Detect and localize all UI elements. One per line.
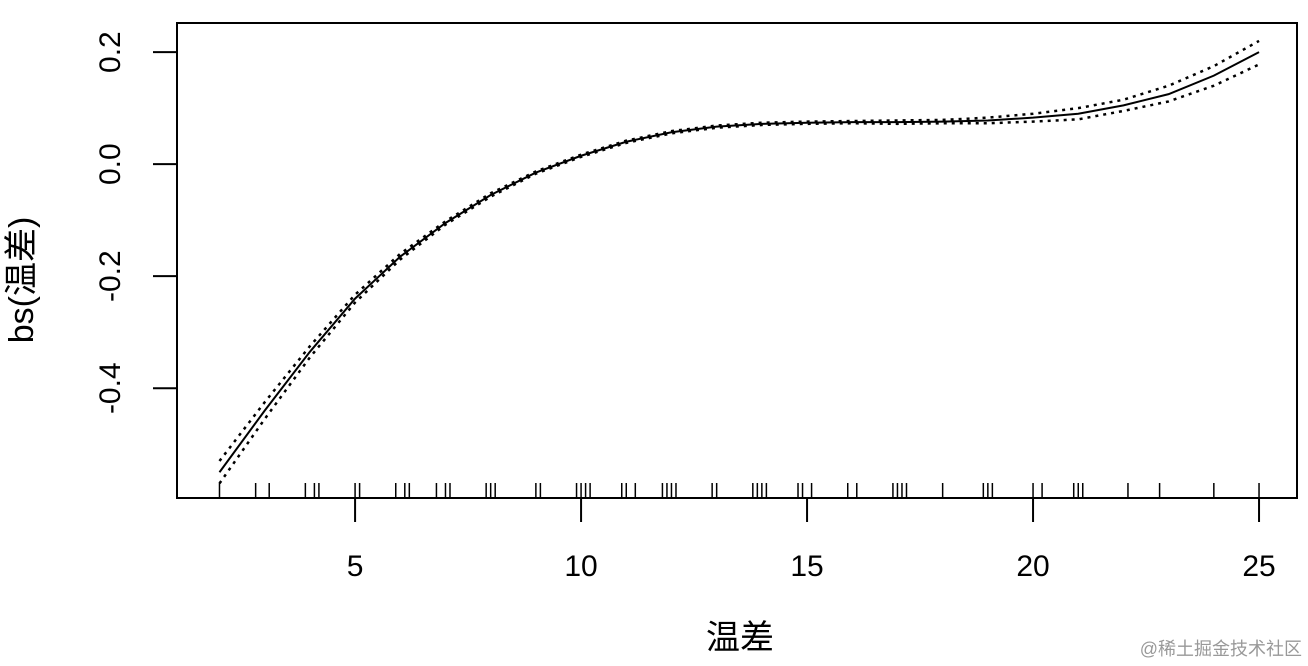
fit-line	[218, 51, 1260, 473]
watermark: @稀土掘金技术社区	[1140, 639, 1302, 659]
x-tick-label: 25	[1242, 550, 1275, 583]
x-tick-label: 20	[1016, 550, 1049, 583]
plot-frame	[176, 22, 1298, 499]
y-tick-label: -0.4	[94, 362, 127, 414]
y-tick-label: 0.2	[94, 31, 127, 73]
y-axis-label: bs(温差)	[3, 217, 41, 344]
confidence-line	[218, 39, 1260, 462]
confidence-line	[218, 63, 1260, 485]
y-tick-label: 0.0	[94, 143, 127, 185]
x-tick-label: 5	[347, 550, 364, 583]
y-tick-label: -0.2	[94, 250, 127, 302]
x-axis-label: 温差	[706, 619, 774, 657]
x-tick-label: 10	[564, 550, 597, 583]
x-tick-label: 15	[790, 550, 823, 583]
